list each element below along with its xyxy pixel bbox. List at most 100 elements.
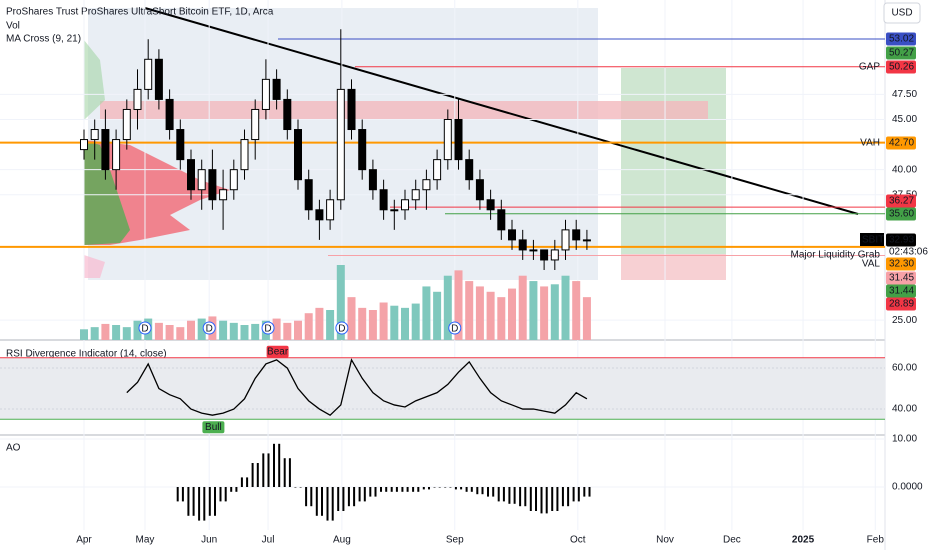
volume-bar: [336, 265, 345, 340]
y-tick-label: 40.00: [892, 404, 917, 415]
ao-bar: [369, 487, 372, 497]
y-tick-label: 40.00: [892, 164, 917, 175]
ao-bar: [310, 487, 313, 507]
price-tag-label: 35.60: [889, 209, 914, 220]
x-tick-label: Feb: [867, 535, 885, 546]
candle-body: [336, 88, 345, 201]
ao-bar: [454, 487, 457, 490]
ao-bar: [219, 487, 222, 502]
candle-body: [390, 209, 399, 212]
ao-bar: [203, 487, 206, 521]
dividend-marker: [448, 321, 462, 335]
volume-profile-upper: [84, 40, 105, 120]
dividend-label: D: [141, 324, 148, 335]
ao-bar: [583, 487, 586, 497]
price-tag: [886, 257, 916, 271]
ao-bar: [363, 487, 366, 502]
ao-bar: [551, 487, 554, 511]
candle-body: [176, 129, 185, 161]
ao-bar: [326, 487, 329, 521]
ao-bar: [214, 487, 217, 516]
ao-title: AO: [6, 443, 21, 454]
ao-bar: [273, 443, 276, 488]
volume-bar: [572, 281, 581, 340]
currency-button[interactable]: [883, 2, 921, 24]
ao-bar: [422, 487, 425, 490]
ao-bar: [460, 487, 463, 490]
ao-bar: [519, 487, 522, 507]
ao-bar: [240, 477, 243, 488]
y-tick-label: 47.50: [892, 89, 917, 100]
price-tag-label: 31.45: [889, 273, 914, 284]
candle-body: [112, 139, 121, 171]
dividend-label: D: [338, 324, 345, 335]
y-tick-label: 10.00: [892, 434, 917, 445]
volume-bar: [112, 325, 121, 340]
price-tag-label: 28.89: [889, 299, 914, 310]
ao-bar: [176, 487, 179, 502]
y-tick-label: 25.00: [892, 315, 917, 326]
price-tag: [886, 60, 916, 74]
ao-bar: [347, 487, 350, 507]
price-tag: [886, 297, 916, 311]
ao-bar: [540, 487, 543, 514]
candle-body: [219, 189, 228, 201]
volume-bar: [79, 329, 88, 340]
price-tag-label: 32.93: [889, 235, 914, 246]
ao-bar: [412, 487, 415, 492]
ao-bar: [401, 487, 404, 492]
volume-bar: [390, 305, 399, 340]
ao-bar: [224, 487, 227, 502]
volume-bar: [508, 288, 517, 340]
price-tag: [886, 136, 916, 150]
ao-bar: [288, 458, 291, 488]
ao-bar: [262, 453, 265, 488]
ao-bar: [321, 487, 324, 516]
ao-bar: [492, 487, 495, 497]
candle-body: [497, 209, 506, 231]
volume-bar: [379, 302, 388, 340]
candle-body: [465, 159, 474, 181]
ao-bar: [588, 487, 591, 497]
candle-body: [240, 139, 249, 171]
candle-body: [475, 179, 484, 201]
candle-body: [133, 88, 142, 110]
volume-bar: [518, 275, 527, 340]
divergence-tag: [266, 345, 289, 358]
ao-bar: [556, 487, 559, 511]
volume-bar: [219, 320, 228, 340]
volume-bar: [122, 327, 131, 340]
ao-bar: [513, 487, 516, 504]
volume-profile-green: [84, 140, 130, 245]
volume-bar: [272, 318, 281, 340]
price-tag: [886, 271, 916, 285]
level-note: Major Liquidity Grab: [791, 250, 881, 261]
ao-bar: [481, 487, 484, 495]
candle-body: [197, 169, 206, 191]
volume-bar: [197, 318, 206, 340]
y-tick-label: 0.0000: [892, 482, 923, 493]
price-tag: [886, 284, 916, 298]
currency[interactable]: USD: [891, 8, 912, 19]
price-tag-label: 36.27: [889, 196, 914, 207]
candle-body: [518, 239, 527, 251]
candle-body: [454, 118, 463, 161]
candle-body: [315, 209, 324, 221]
candle-body: [401, 199, 410, 211]
volume-bar: [540, 286, 549, 340]
x-tick-label: Nov: [656, 535, 674, 546]
volume-bar: [304, 313, 313, 340]
ao-bar: [353, 487, 356, 507]
x-tick-label: 2025: [792, 535, 815, 546]
ao-bar: [256, 463, 259, 488]
rsi-title: RSI Divergence Indicator (14, close): [6, 349, 167, 360]
candle-body: [529, 249, 538, 252]
rsi-line: [126, 358, 588, 417]
volume-bar: [176, 327, 185, 340]
price-tag-label: 50.26: [889, 62, 914, 73]
dividend-marker: [335, 321, 349, 335]
stop-zone: [621, 254, 726, 280]
candle-body: [368, 169, 377, 191]
x-tick-label: Dec: [723, 535, 741, 546]
volume-bar: [550, 284, 559, 340]
